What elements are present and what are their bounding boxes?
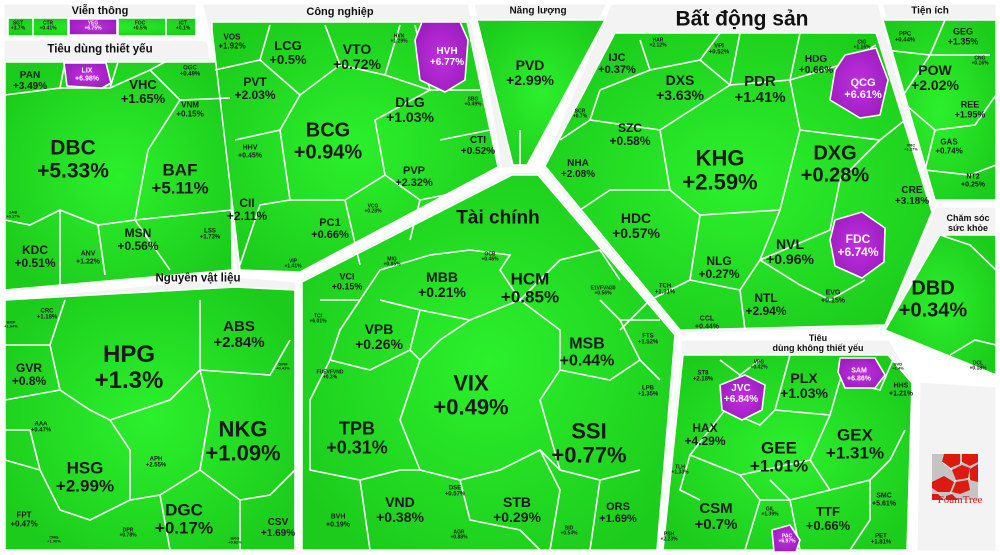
cell-pac[interactable] bbox=[771, 524, 801, 553]
foamtree-logo-icon bbox=[932, 454, 978, 500]
cell-qcg[interactable] bbox=[829, 47, 889, 119]
group-title-khongthietyeu-line2: dùng không thiết yếu bbox=[772, 343, 864, 353]
cell-fdc[interactable] bbox=[829, 211, 886, 279]
group-title-nangluong: Năng lượng bbox=[509, 5, 567, 17]
group-title-congnghiep: Công nghiệp bbox=[306, 5, 374, 18]
group-title-tienich: Tiện ích bbox=[911, 5, 949, 17]
group-title-khongthietyeu: Tiêu dùng không thiết yếu bbox=[772, 333, 864, 354]
group-title-tieudung: Tiêu dùng thiết yếu bbox=[47, 43, 153, 56]
group-title-chamsoc-line1: Chăm sóc bbox=[946, 213, 990, 224]
group-title-vienthong: Viễn thông bbox=[71, 4, 129, 17]
cell-sam[interactable] bbox=[837, 357, 886, 389]
group-title-taichinh: Tài chính bbox=[456, 207, 540, 229]
group-fills bbox=[4, 17, 997, 551]
cell-lix[interactable] bbox=[63, 62, 112, 89]
group-title-batdongsan: Bất động sản bbox=[675, 7, 809, 31]
group-title-chamsoc: Chăm sóc sức khỏe bbox=[946, 213, 990, 234]
cell-yeg[interactable] bbox=[68, 18, 118, 36]
group-title-nguyenvatlieu: Nguyên vật liệu bbox=[155, 272, 241, 285]
group-title-chamsoc-line2: sức khỏe bbox=[947, 223, 989, 233]
ceiling-cells bbox=[63, 18, 889, 553]
cell-hvh[interactable] bbox=[414, 21, 469, 93]
group-title-khongthietyeu-line1: Tiêu bbox=[808, 333, 828, 344]
foamtree-logo-text: FoamTree bbox=[937, 494, 983, 506]
cell-jvc[interactable] bbox=[719, 374, 766, 421]
cell-outlines bbox=[4, 18, 997, 551]
